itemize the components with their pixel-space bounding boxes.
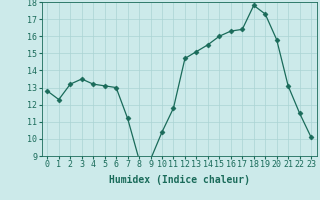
X-axis label: Humidex (Indice chaleur): Humidex (Indice chaleur) <box>109 175 250 185</box>
